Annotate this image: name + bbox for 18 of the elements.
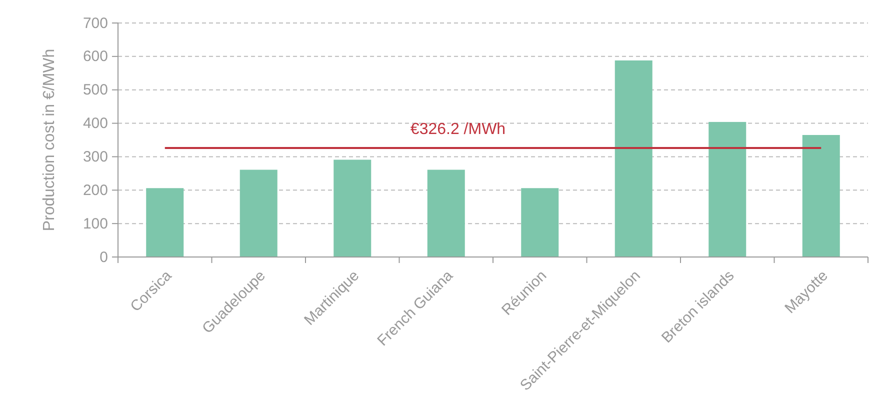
bar xyxy=(521,188,559,257)
ref-line-label: €326.2 /MWh xyxy=(410,120,506,138)
y-tick-label: 500 xyxy=(82,82,108,99)
bar xyxy=(802,134,840,257)
y-tick-label: 0 xyxy=(100,248,108,266)
y-tick-label: 200 xyxy=(82,182,108,199)
bar xyxy=(334,160,372,257)
y-tick-label: 400 xyxy=(82,115,108,132)
y-axis-title: Production cost in €/MWh xyxy=(41,48,58,232)
bar xyxy=(240,170,278,257)
y-tick-label: 300 xyxy=(82,148,108,166)
y-tick-label: 700 xyxy=(82,14,108,32)
bar xyxy=(614,60,652,257)
bar xyxy=(708,122,746,257)
y-tick-label: 100 xyxy=(82,215,108,232)
bar xyxy=(427,170,465,257)
y-tick-label: 600 xyxy=(82,48,108,66)
bar xyxy=(146,188,184,257)
